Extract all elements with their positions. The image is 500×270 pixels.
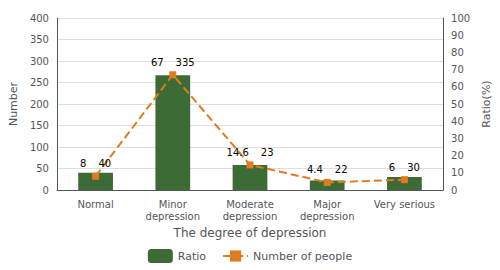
svg-text:30: 30 — [407, 162, 420, 173]
svg-text:Very serious: Very serious — [374, 199, 435, 210]
svg-text:400: 400 — [30, 13, 49, 24]
svg-text:30: 30 — [451, 133, 464, 144]
svg-text:Number: Number — [7, 81, 20, 126]
svg-text:150: 150 — [30, 120, 49, 131]
svg-text:80: 80 — [451, 47, 464, 58]
svg-text:0: 0 — [43, 185, 49, 196]
svg-text:100: 100 — [451, 13, 470, 24]
svg-text:4.4: 4.4 — [307, 164, 323, 175]
svg-text:Normal: Normal — [77, 199, 113, 210]
svg-text:The degree of depression: The degree of depression — [173, 226, 327, 240]
svg-text:0: 0 — [451, 185, 457, 196]
svg-text:300: 300 — [30, 56, 49, 67]
svg-text:50: 50 — [36, 163, 49, 174]
svg-text:250: 250 — [30, 77, 49, 88]
svg-text:200: 200 — [30, 99, 49, 110]
svg-text:100: 100 — [30, 142, 49, 153]
svg-text:60: 60 — [451, 81, 464, 92]
svg-text:depression: depression — [300, 211, 355, 222]
svg-text:10: 10 — [451, 167, 464, 178]
svg-text:70: 70 — [451, 64, 464, 75]
svg-text:Number of people: Number of people — [253, 250, 352, 263]
svg-text:40: 40 — [451, 116, 464, 127]
svg-text:Moderate: Moderate — [226, 199, 274, 210]
svg-text:14.6: 14.6 — [227, 147, 249, 158]
svg-text:Ratio: Ratio — [178, 250, 207, 263]
svg-text:90: 90 — [451, 30, 464, 41]
svg-text:335: 335 — [176, 57, 195, 68]
svg-text:350: 350 — [30, 34, 49, 45]
svg-text:67: 67 — [151, 57, 164, 68]
svg-text:6: 6 — [389, 162, 395, 173]
svg-text:8: 8 — [80, 158, 86, 169]
svg-text:23: 23 — [261, 147, 274, 158]
svg-text:Minor: Minor — [159, 199, 188, 210]
svg-text:Ratio(%): Ratio(%) — [480, 80, 493, 127]
svg-text:depression: depression — [146, 211, 201, 222]
svg-text:22: 22 — [335, 164, 348, 175]
svg-text:40: 40 — [98, 158, 111, 169]
svg-text:50: 50 — [451, 99, 464, 110]
svg-text:20: 20 — [451, 150, 464, 161]
svg-text:Major: Major — [313, 199, 342, 210]
svg-text:depression: depression — [223, 211, 278, 222]
